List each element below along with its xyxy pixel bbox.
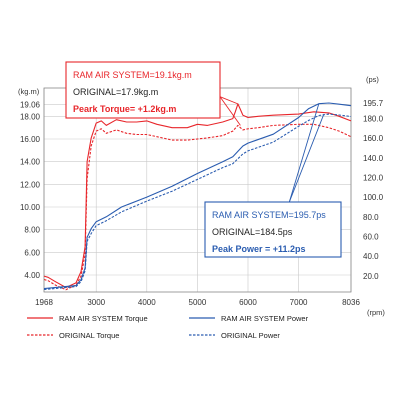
- left-tick-label: 4.00: [24, 271, 40, 280]
- x-axis-unit: (rpm): [367, 308, 385, 317]
- left-tick-label: 18.00: [20, 112, 41, 121]
- left-tick-label: 12.00: [20, 180, 41, 189]
- right-tick-label: 40.0: [363, 252, 379, 261]
- annotation-box-torque: [65, 61, 221, 119]
- right-tick-label: 20.0: [363, 272, 379, 281]
- chart-grid: [43, 87, 352, 293]
- x-tick-label: 3000: [87, 298, 105, 307]
- annotation-pointer-power-1: [288, 113, 325, 203]
- left-tick-label: 8.00: [24, 226, 40, 235]
- annotation-pointer-torque-0: [219, 96, 239, 105]
- left-tick-label: 16.00: [20, 135, 41, 144]
- legend: RAM AIR SYSTEM Torque RAM AIR SYSTEM Powe…: [27, 314, 309, 340]
- right-tick-label: 160.0: [363, 134, 384, 143]
- annotation-box-power: [204, 201, 342, 258]
- x-tick-label: 4000: [138, 298, 156, 307]
- right-tick-label: 80.0: [363, 213, 379, 222]
- left-tick-label: 10.00: [20, 203, 41, 212]
- left-axis-unit: (kg.m): [18, 87, 40, 96]
- left-axis-ticks: 4.00 6.00 8.00 10.00 12.00 14.00 16.00 18.00 19.…: [20, 100, 41, 280]
- right-tick-label: 140.0: [363, 154, 384, 163]
- series-line-0: [43, 103, 352, 289]
- annotation-pointer-power-0: [288, 103, 320, 203]
- legend-label-1: RAM AIR SYSTEM Power: [221, 314, 309, 323]
- left-tick-label: 6.00: [24, 248, 40, 257]
- right-tick-label: 180.0: [363, 114, 384, 123]
- annotation-layer: RAM AIR SYSTEM=19.1kg.m ORIGINAL=17.9kg.m…: [65, 61, 342, 258]
- series-line-3: [43, 113, 352, 291]
- right-tick-label: 60.0: [363, 232, 379, 241]
- legend-label-3: ORIGINAL Power: [221, 331, 280, 340]
- annotation-pointer-torque-1: [219, 96, 241, 126]
- legend-label-0: RAM AIR SYSTEM Torque: [59, 314, 148, 323]
- right-axis-ticks: 20.0 40.0 60.0 80.0 100.0 120.0 140.0 160.0 180.…: [363, 99, 384, 281]
- left-tick-label: 14.00: [20, 158, 41, 167]
- left-tick-label: 19.06: [20, 100, 41, 109]
- right-tick-label: 120.0: [363, 173, 384, 182]
- annotation-line-power-0: RAM AIR SYSTEM=195.7ps: [212, 210, 326, 220]
- right-tick-label: 100.0: [363, 193, 384, 202]
- series-layer: [43, 102, 352, 291]
- x-tick-label: 5000: [189, 298, 207, 307]
- x-axis-ticks: 1968 3000 4000 5000 6000 7000 8036: [35, 298, 360, 307]
- series-line-1: [43, 123, 352, 291]
- annotation-line-power-2: Peak Power = +11.2ps: [212, 244, 306, 254]
- legend-label-2: ORIGINAL Torque: [59, 331, 119, 340]
- x-tick-label: 6000: [239, 298, 257, 307]
- annotation-line-power-1: ORIGINAL=184.5ps: [212, 227, 293, 237]
- x-tick-label: 1968: [35, 298, 53, 307]
- x-tick-label: 8036: [342, 298, 360, 307]
- annotation-line-torque-2: Peark Torque= +1.2kg.m: [73, 104, 176, 114]
- right-axis-unit: (ps): [366, 75, 379, 84]
- right-tick-label: 195.7: [363, 99, 384, 108]
- x-tick-label: 7000: [290, 298, 308, 307]
- annotation-line-torque-0: RAM AIR SYSTEM=19.1kg.m: [73, 70, 192, 80]
- annotation-line-torque-1: ORIGINAL=17.9kg.m: [73, 87, 158, 97]
